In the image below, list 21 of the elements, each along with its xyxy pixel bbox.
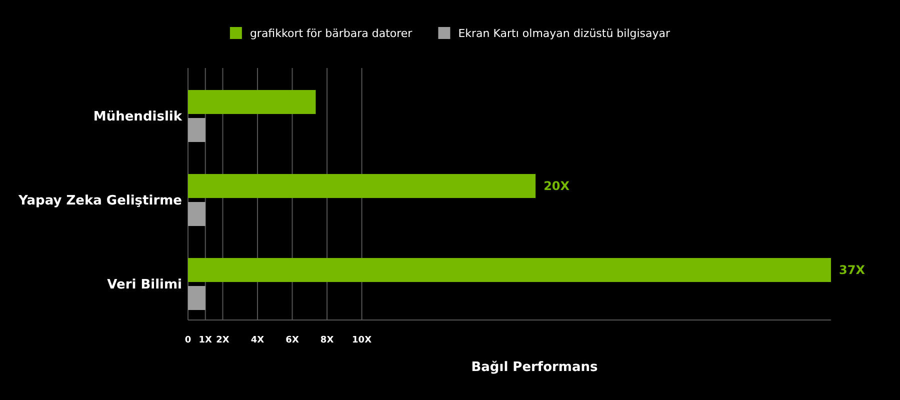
y-tick-label: Veri Bilimi [107,278,182,293]
data-label: 20X [544,179,570,194]
bar [188,286,206,310]
x-tick-label: 6X [286,335,299,346]
y-tick-label: Mühendislik [93,110,182,125]
bar [188,174,536,198]
x-tick-label: 0 [184,335,192,346]
bar [188,202,206,226]
y-tick-label: Yapay Zeka Geliştirme [18,194,182,209]
x-axis-title: Bağıl Performans [471,360,598,375]
x-tick-label: 10X [352,335,372,346]
bar [188,90,316,114]
bar [188,118,206,142]
data-label: 37X [839,263,866,278]
legend-label: Ekran Kartı olmayan dizüstü bilgisayar [458,26,671,40]
x-tick-label: 8X [320,335,334,346]
x-tick-label: 1X [198,335,212,346]
bar [188,258,831,282]
x-tick-label: 2X [216,335,230,346]
x-tick-label: 4X [250,335,264,346]
legend-label: grafikkort för bärbara datorer [250,26,413,40]
